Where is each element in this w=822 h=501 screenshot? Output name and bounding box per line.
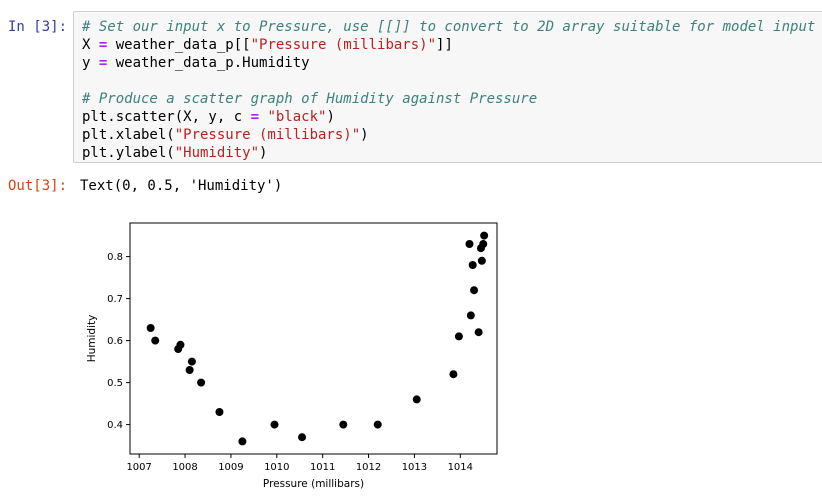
code-token: "Pressure (millibars)"	[250, 37, 437, 53]
code-cell-input[interactable]: # Set our input x to Pressure, use [[]] …	[73, 11, 822, 163]
code-line: # Produce a scatter graph of Humidity ag…	[82, 90, 815, 108]
data-point	[468, 261, 477, 269]
data-point	[479, 240, 488, 248]
code-token: "black"	[267, 109, 327, 125]
code-token: # Produce a scatter graph of Humidity ag…	[82, 91, 538, 107]
x-tick-label: 1011	[310, 462, 335, 473]
data-point	[466, 311, 475, 320]
code-token: )	[360, 127, 369, 143]
code-line	[82, 72, 815, 90]
x-tick-label: 1012	[356, 462, 381, 473]
data-point	[238, 437, 247, 446]
code-token: "Humidity"	[174, 145, 260, 161]
data-point	[197, 378, 206, 387]
y-tick-label: 0.7	[107, 294, 123, 305]
data-point	[474, 328, 483, 337]
x-tick-label: 1009	[218, 462, 243, 473]
code-token: plt.scatter(X, y, c	[82, 109, 251, 125]
data-point	[185, 366, 194, 374]
data-point	[270, 420, 279, 429]
code-token: # Set our input x to Pressure, use [[]] …	[82, 19, 816, 35]
code-line: plt.xlabel("Pressure (millibars)")	[82, 126, 815, 144]
data-point	[454, 332, 463, 341]
x-axis-label: Pressure (millibars)	[263, 478, 364, 490]
data-point	[146, 324, 155, 332]
scatter-plot: 1007 1008 1009 1010 1011 1012 1013 1014 0.4 0.5 0.…	[80, 215, 510, 501]
code-line: y = weather_data_p.Humidity	[82, 54, 815, 72]
code-token: y	[82, 55, 99, 71]
x-tick-label: 1007	[126, 462, 151, 473]
data-point	[477, 256, 486, 265]
data-point	[298, 433, 307, 442]
y-tick-label: 0.4	[107, 420, 123, 431]
code-editor[interactable]: # Set our input x to Pressure, use [[]] …	[82, 18, 815, 162]
data-point	[480, 231, 489, 240]
data-point	[339, 420, 348, 429]
code-token: =	[98, 55, 108, 71]
y-tick-label: 0.5	[107, 378, 123, 389]
x-tick-label: 1014	[448, 462, 473, 473]
y-tick-label: 0.8	[107, 252, 123, 263]
y-axis-label: Humidity	[86, 315, 98, 363]
data-point	[465, 240, 474, 248]
code-token: )	[259, 145, 268, 161]
data-point	[412, 395, 421, 404]
x-tick-label: 1013	[402, 462, 427, 473]
code-token: =	[250, 109, 260, 125]
code-line: # Set our input x to Pressure, use [[]] …	[82, 18, 815, 36]
plot-frame	[129, 222, 498, 455]
data-point	[470, 286, 479, 295]
data-point	[176, 340, 185, 349]
output-text: Text(0, 0.5, 'Humidity')	[80, 178, 283, 194]
y-tick-label: 0.6	[107, 336, 123, 347]
x-tick-label: 1008	[172, 462, 197, 473]
output-prompt: Out[3]:	[8, 178, 68, 194]
code-line: X = weather_data_p[["Pressure (millibars…	[82, 36, 815, 54]
code-token: X	[82, 37, 99, 53]
code-token: "Pressure (millibars)"	[174, 127, 361, 143]
data-point	[215, 408, 224, 416]
code-token: plt.ylabel(	[82, 145, 175, 161]
code-token: ]]	[436, 37, 453, 53]
scatter-chart-svg: 1007 1008 1009 1010 1011 1012 1013 1014 0.4 0.5 0.…	[86, 222, 498, 490]
code-token: )	[326, 109, 335, 125]
data-point	[449, 370, 458, 379]
code-line: plt.ylabel("Humidity")	[82, 144, 815, 162]
code-token: =	[98, 37, 108, 53]
code-token: weather_data_p.Humidity	[107, 55, 310, 71]
code-token: plt.xlabel(	[82, 127, 175, 143]
code-line: plt.scatter(X, y, c = "black")	[82, 108, 815, 126]
data-point	[187, 357, 196, 366]
input-prompt: In [3]:	[8, 19, 68, 35]
code-token: weather_data_p[[	[107, 37, 251, 53]
data-point	[373, 420, 382, 429]
x-tick-label: 1010	[264, 462, 289, 473]
data-point	[151, 336, 160, 345]
